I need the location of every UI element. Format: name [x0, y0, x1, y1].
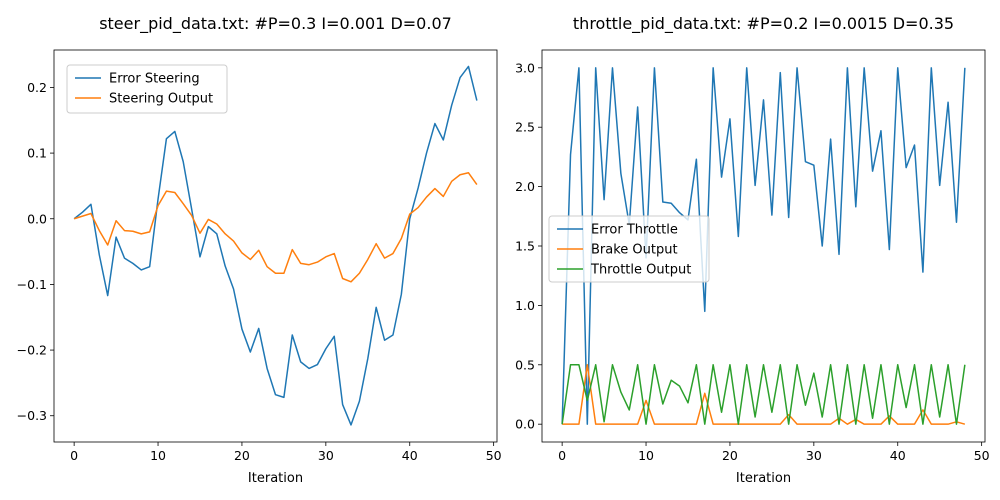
x-tick-label: 40	[402, 448, 418, 463]
legend-label: Error Steering	[109, 72, 200, 87]
legend-label: Steering Output	[109, 92, 213, 107]
steer-chart: steer_pid_data.txt: #P=0.3 I=0.001 D=0.0…	[17, 14, 502, 486]
y-tick-label: −0.3	[17, 408, 47, 423]
x-tick-label: 20	[234, 448, 250, 463]
y-tick-label: 1.0	[515, 298, 535, 313]
x-tick-label: 30	[806, 448, 822, 463]
series-line-error-steering	[73, 65, 478, 426]
series-line-steering-output	[73, 172, 478, 283]
x-tick-label: 0	[558, 448, 566, 463]
throttle-chart: throttle_pid_data.txt: #P=0.2 I=0.0015 D…	[515, 14, 990, 486]
y-tick-label: 0.1	[27, 146, 47, 161]
x-tick-label: 30	[318, 448, 334, 463]
legend-label: Error Throttle	[591, 223, 678, 238]
y-tick-label: 0.0	[27, 211, 47, 226]
y-tick-label: −0.1	[17, 277, 47, 292]
legend-box	[548, 215, 710, 283]
y-tick-label: −0.2	[17, 343, 47, 358]
y-tick-label: 0.0	[515, 417, 535, 432]
x-tick-label: 20	[722, 448, 738, 463]
x-tick-label: 0	[70, 448, 78, 463]
x-tick-label: 40	[890, 448, 906, 463]
legend-label: Throttle Output	[590, 263, 691, 278]
legend-label: Brake Output	[591, 243, 678, 258]
x-tick-label: 10	[150, 448, 166, 463]
y-tick-label: 0.2	[27, 80, 47, 95]
y-tick-label: 3.0	[515, 60, 535, 75]
x-axis-label: Iteration	[248, 471, 303, 486]
chart-title: steer_pid_data.txt: #P=0.3 I=0.001 D=0.0…	[99, 14, 452, 34]
y-tick-label: 2.5	[515, 120, 535, 135]
y-tick-label: 2.0	[515, 179, 535, 194]
legend-box	[66, 64, 228, 114]
x-tick-label: 50	[974, 448, 990, 463]
x-axis-label: Iteration	[736, 471, 791, 486]
axes-frame	[53, 49, 498, 443]
legend: Error Throttle Brake Output Throttle Outpu…	[548, 215, 710, 283]
series-line-throttle-output	[561, 364, 966, 425]
y-tick-label: 0.5	[515, 357, 535, 372]
x-tick-label: 50	[486, 448, 502, 463]
series-line-brake-output	[562, 364, 966, 425]
chart-title: throttle_pid_data.txt: #P=0.2 I=0.0015 D…	[573, 14, 954, 34]
legend: Error Steering Steering Output	[66, 64, 228, 114]
x-tick-label: 10	[638, 448, 654, 463]
y-tick-label: 1.5	[515, 239, 535, 254]
